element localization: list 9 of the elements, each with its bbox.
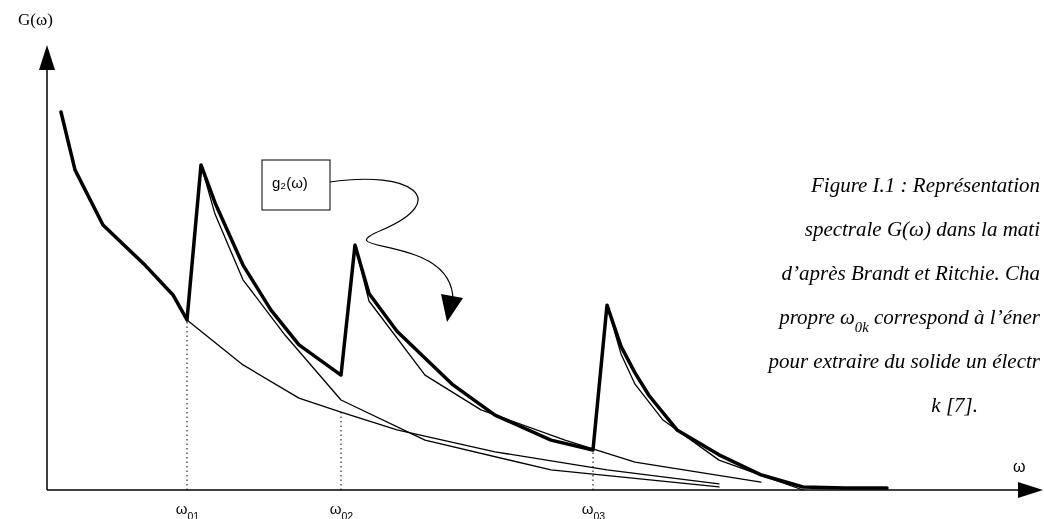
x-axis-title: ω <box>1013 458 1026 475</box>
annotation: k [7]. <box>931 393 978 417</box>
annotation: Figure I.1 : Représentation <box>809 173 1040 197</box>
annotation: d’après Brandt et Ritchie. Cha <box>781 261 1040 285</box>
annotation: propre ω$_{0k}$ correspond à l’éner <box>777 305 1041 335</box>
y-axis-title: G(ω) <box>18 10 53 29</box>
annotation: spectrale G(ω) dans la mati <box>804 217 1041 241</box>
annotation: g₂(ω) <box>272 174 308 191</box>
annotation: pour extraire du solide un électr <box>766 349 1041 373</box>
